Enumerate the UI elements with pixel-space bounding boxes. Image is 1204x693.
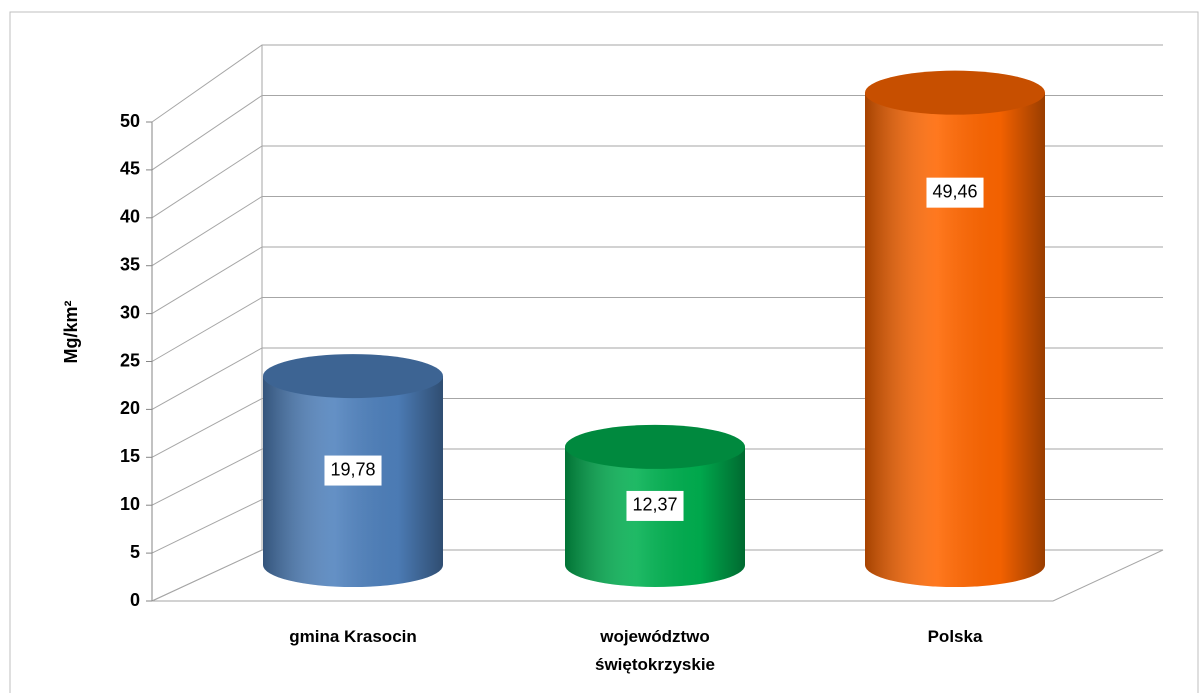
y-tick-label: 5 xyxy=(130,542,140,562)
grid-line xyxy=(151,549,1163,602)
y-tick-label: 0 xyxy=(130,590,140,610)
x-tick-label: województwo świętokrzyskie xyxy=(594,627,715,674)
grid-line xyxy=(151,347,1163,410)
y-tick-label: 50 xyxy=(120,111,140,131)
data-label-box xyxy=(324,455,382,486)
grid-line xyxy=(151,145,1163,219)
x-tick-label: gmina Krasocin xyxy=(289,627,417,646)
bar-top-shade xyxy=(263,354,443,399)
grid-line xyxy=(151,448,1163,506)
data-label: 12,37 xyxy=(632,495,677,515)
y-tick-label: 20 xyxy=(120,398,140,418)
data-label-box xyxy=(626,490,684,521)
chart-border xyxy=(9,11,1199,693)
grid-line xyxy=(151,44,1163,123)
y-tick-label: 30 xyxy=(120,302,140,322)
y-tick-label: 15 xyxy=(120,446,140,466)
y-tick-label: 35 xyxy=(120,254,140,274)
y-axis-title: Mg/km² xyxy=(61,300,81,363)
grid-line xyxy=(151,196,1163,267)
y-tick-label: 10 xyxy=(120,494,140,514)
grid-line xyxy=(151,398,1163,458)
bar-top xyxy=(865,70,1045,115)
bar-top xyxy=(263,354,443,399)
y-tick-label: 45 xyxy=(120,159,140,179)
grid-line xyxy=(151,499,1163,554)
bar-top xyxy=(565,424,745,469)
y-tick-label: 40 xyxy=(120,207,140,227)
grid-line xyxy=(151,246,1163,315)
bar-shade xyxy=(865,92,1045,588)
bar-top-shade xyxy=(865,70,1045,115)
grid-line xyxy=(151,95,1163,171)
data-label: 19,78 xyxy=(330,459,375,479)
bar-top-shade xyxy=(565,424,745,469)
data-label: 49,46 xyxy=(932,181,977,201)
y-tick-label: 25 xyxy=(120,350,140,370)
grid-line xyxy=(151,297,1163,362)
data-label-box xyxy=(926,177,984,208)
x-tick-label: Polska xyxy=(927,627,983,646)
